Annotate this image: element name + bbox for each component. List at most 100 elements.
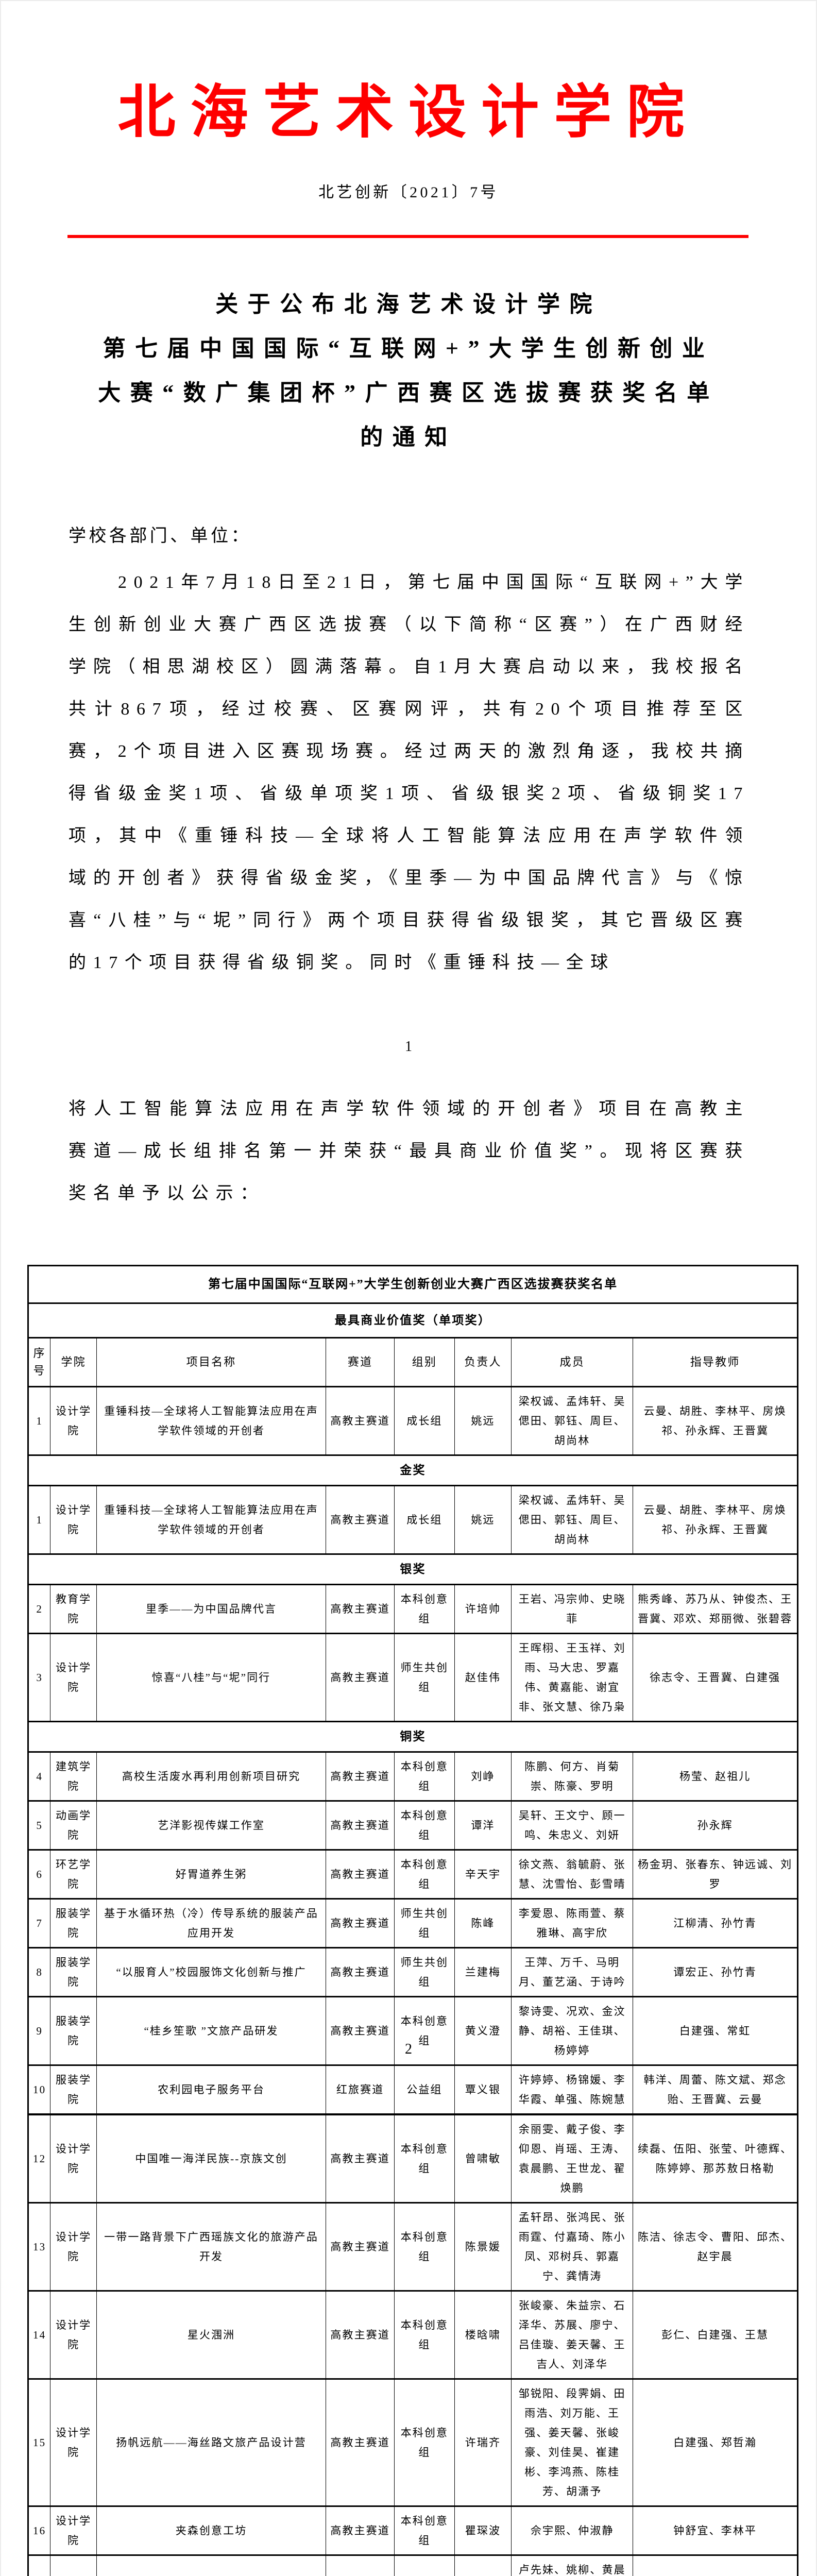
- table-cell: 高教主赛道: [326, 1485, 395, 1554]
- table-cell: “滨海客家”北部湾地区客家文化创意产品开发: [96, 2554, 327, 2576]
- award-section-label: 银奖: [28, 1553, 798, 1585]
- red-divider: [67, 235, 748, 238]
- table-cell: 5: [27, 1800, 51, 1850]
- column-header: 组别: [394, 1337, 455, 1387]
- table-cell: 本科创意组: [394, 1996, 455, 2065]
- table-cell: 本科创意组: [394, 2378, 455, 2506]
- award-section-row: 铜奖: [28, 1721, 798, 1752]
- table-cell: 设计学院: [50, 1386, 97, 1455]
- table-cell: 动画学院: [50, 1800, 97, 1850]
- table-cell: 佘宇熙、仲淑静: [511, 2505, 634, 2555]
- table-cell: 谭洋: [454, 1800, 512, 1850]
- table-cell: 设计学院: [50, 2202, 97, 2291]
- notice-title-line-2: 第七届中国国际“互联网+”大学生创新创业: [103, 336, 714, 361]
- table-cell: 续磊、伍阳、张莹、叶德辉、陈婷婷、那苏敖日格勒: [633, 2114, 798, 2203]
- table-cell: 孙永辉: [633, 1800, 798, 1850]
- table-cell: “以服育人”校园服饰文化创新与推广: [96, 1947, 327, 1997]
- table-cell: 曾啸敏: [454, 2114, 512, 2203]
- table-cell: 1: [27, 1386, 51, 1455]
- table-cell: 徐志令、王晋冀、白建强: [633, 1633, 798, 1722]
- table-cell: 徐文燕、翁毓蔚、张慧、沈雪怡、彭雪晴: [511, 1849, 634, 1899]
- table-cell: 高校生活废水再利用创新项目研究: [96, 1751, 327, 1801]
- table-cell: 1: [27, 1485, 51, 1554]
- table-cell: 孟轩昂、张鸿民、张雨霆、付嘉琦、陈小凤、邓树兵、郭嘉宁、龚情涛: [511, 2202, 634, 2291]
- table-cell: 4: [27, 1751, 51, 1801]
- table-cell: 云曼、胡胜、李林平、房焕祁、孙永辉、王晋冀: [633, 1386, 798, 1455]
- table-cell: 瞿琛波: [454, 2505, 512, 2555]
- table-row: 1 设计学院 重锤科技—全球将人工智能算法应用在声学软件领域的开创者 高教主赛道 成长组…: [27, 1386, 798, 1455]
- table-cell: 重锤科技—全球将人工智能算法应用在声学软件领域的开创者: [96, 1386, 327, 1455]
- table-cell: 钟舒宜、李林平: [633, 2505, 798, 2555]
- table-cell: 陈景媛: [454, 2202, 512, 2291]
- column-header: 负责人: [454, 1337, 512, 1387]
- notice-title-line-3: 大赛“数广集团杯”广西赛区选拔赛获奖名单: [98, 380, 719, 405]
- table-cell: 8: [27, 1947, 51, 1997]
- table-cell: 13: [27, 2202, 51, 2291]
- table-cell: 12: [27, 2114, 51, 2203]
- notice-title-line-1: 关于公布北海艺术设计学院: [215, 292, 602, 317]
- table-cell: 服装学院: [50, 1898, 97, 1948]
- table-row: 14 设计学院 星火涠洲 高教主赛道 本科创意组 楼晗啸 张峻豪、朱益宗、石泽华、苏展、廖宁…: [27, 2290, 798, 2379]
- body-paragraph-part2: 将人工智能算法应用在声学软件领域的开创者》项目在高教主赛道—成长组排名第一并荣获…: [69, 1099, 750, 1203]
- notice-title: 关于公布北海艺术设计学院 第七届中国国际“互联网+”大学生创新创业 大赛“数广集…: [0, 282, 817, 460]
- notice-title-line-4: 的通知: [360, 425, 457, 450]
- table-cell: 高教主赛道: [326, 2290, 395, 2379]
- table-cell: 好胃道养生粥: [96, 1849, 327, 1899]
- table-cell: 红旅赛道: [326, 2064, 395, 2114]
- table-cell: 6: [27, 1849, 51, 1899]
- table-cell: 卢先妹、姚柳、黄晨雨、亓翱宇、赵青、李薇、范晓利、李梅梅、薛雯宇、李智慧、蒋金媛: [511, 2554, 634, 2576]
- award-section-label: 铜奖: [28, 1721, 798, 1752]
- awards-table-part1: 第七届中国国际“互联网+”大学生创新创业大赛广西区选拔赛获奖名单 最具商业价值奖（…: [27, 1265, 798, 2164]
- table-cell: 白建强、常虹: [633, 1996, 798, 2065]
- table-cell: 王晖栩、王玉祥、刘雨、马大忠、罗嘉伟、黄嘉能、谢宜非、张文慧、徐乃枭: [511, 1633, 634, 1722]
- table-cell: 梁权诚、孟炜轩、吴偲田、郭钰、周巨、胡尚林: [511, 1386, 634, 1455]
- table-title: 第七届中国国际“互联网+”大学生创新创业大赛广西区选拔赛获奖名单: [28, 1265, 798, 1303]
- table-cell: 黎诗雯、况欢、金汶静、胡裕、王佳琪、杨婷婷: [511, 1996, 634, 2065]
- table-row: 12 设计学院 中国唯一海洋民族--京族文创 高教主赛道 本科创意组 曾啸敏 余丽雯、戴子俊…: [27, 2114, 798, 2203]
- table-cell: 高教主赛道: [326, 1996, 395, 2065]
- table-cell: 7: [27, 1898, 51, 1948]
- table-cell: 10: [27, 2064, 51, 2114]
- table-cell: 熊秀峰、苏乃从、钟俊杰、王晋冀、邓欢、郑丽微、张碧蓉: [633, 1584, 798, 1634]
- table-cell: 余丽雯、戴子俊、李仰恩、肖瑶、王涛、袁晨鹏、王世龙、翟焕鹏: [511, 2114, 634, 2203]
- table-row: 2 教育学院 里季——为中国品牌代言 高教主赛道 本科创意组 许培帅 王岩、冯宗帅、史晓菲熊…: [27, 1584, 798, 1634]
- table-cell: 环艺学院: [50, 1849, 97, 1899]
- table-cell: 设计学院: [50, 2114, 97, 2203]
- table-cell: 扬帆远航——海丝路文旅产品设计营: [96, 2378, 327, 2506]
- table-cell: 本科创意组: [394, 1584, 455, 1634]
- table-cell: 建筑学院: [50, 1751, 97, 1801]
- table-cell: 姚远: [454, 1386, 512, 1455]
- column-header: 赛道: [326, 1337, 395, 1387]
- table-cell: 夹森创意工坊: [96, 2505, 327, 2555]
- table-cell: 陈鹏、何方、肖菊崇、陈豪、罗明: [511, 1751, 634, 1801]
- table-cell: 覃义银: [454, 2064, 512, 2114]
- awards-table-part2: 12 设计学院 中国唯一海洋民族--京族文创 高教主赛道 本科创意组 曾啸敏 余丽雯、戴子俊…: [27, 2114, 798, 2576]
- table-cell: 高教主赛道: [326, 2202, 395, 2291]
- table-cell: 成长组: [394, 1485, 455, 1554]
- table-cell: 许婷婷、杨锦媛、李华霞、单强、陈婉慧: [511, 2064, 634, 2114]
- table-cell: 师生共创组: [394, 1947, 455, 1997]
- table-cell: 楼晗啸: [454, 2290, 512, 2379]
- table-cell: 许瑞齐: [454, 2378, 512, 2506]
- award-section-row: 银奖: [28, 1553, 798, 1585]
- table-cell: 高教主赛道: [326, 2505, 395, 2555]
- table-cell: 9: [27, 1996, 51, 2065]
- table-row: 1 设计学院 重锤科技—全球将人工智能算法应用在声学软件领域的开创者 高教主赛道 成长组…: [27, 1485, 798, 1554]
- table-cell: 基于水循环热（冷）传导系统的服装产品应用开发: [96, 1898, 327, 1948]
- table-cell: 设计学院: [50, 2378, 97, 2506]
- table-cell: 3: [27, 1633, 51, 1722]
- table-cell: 韩洋、周蕾、陈文斌、郑念贻、王晋冀、云曼: [633, 2064, 798, 2114]
- table-cell: 高教主赛道: [326, 2378, 395, 2506]
- table-cell: 江柳清、孙竹青: [633, 1898, 798, 1948]
- table-row: 3 设计学院 惊喜“八桂”与“坭”同行 高教主赛道 师生共创组 赵佳伟 王晖栩、王玉祥、刘雨…: [27, 1633, 798, 1722]
- table-cell: 高教主赛道: [326, 1947, 395, 1997]
- table-row: 7 服装学院 基于水循环热（冷）传导系统的服装产品应用开发 高教主赛道 师生共创组 陈峰李…: [27, 1898, 798, 1948]
- table-cell: 杨金玥、张春东、钟远诚、刘罗: [633, 1849, 798, 1899]
- table-row: 5 动画学院 艺洋影视传媒工作室 高教主赛道 本科创意组 谭洋 吴轩、王文宁、顾一鸣、朱忠义…: [27, 1800, 798, 1850]
- table-cell: 中国唯一海洋民族--京族文创: [96, 2114, 327, 2203]
- table-row: 6 环艺学院 好胃道养生粥 高教主赛道 本科创意组 辛天宇 徐文燕、翁毓蔚、张慧、沈雪怡、彭…: [27, 1849, 798, 1899]
- table-cell: 姚远: [454, 1485, 512, 1554]
- table-cell: 本科创意组: [394, 2202, 455, 2291]
- column-header: 序号: [27, 1337, 51, 1387]
